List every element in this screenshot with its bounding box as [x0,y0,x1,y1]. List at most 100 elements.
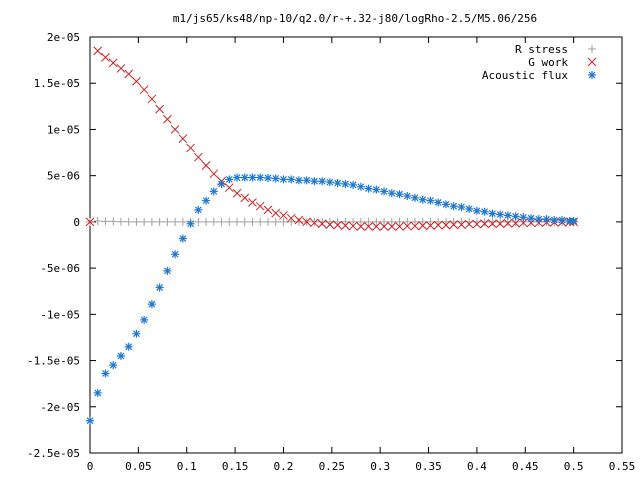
point-r-stress [209,217,218,226]
point-g-work [124,69,134,79]
point-acoustic-flux [387,189,396,198]
point-r-stress [263,217,272,226]
point-acoustic-flux [147,300,156,309]
legend-label: R stress [515,43,568,56]
point-acoustic-flux [356,182,365,191]
point-acoustic-flux [225,175,234,184]
point-acoustic-flux [93,388,102,397]
point-acoustic-flux [256,173,265,182]
point-g-work [379,222,389,231]
point-acoustic-flux [248,173,257,182]
point-r-stress [279,217,288,226]
point-g-work [495,219,505,229]
legend-marker [587,57,597,67]
point-g-work [402,221,412,231]
point-acoustic-flux [411,193,420,202]
point-g-work [441,220,451,230]
point-r-stress [194,217,203,226]
point-acoustic-flux [318,177,327,186]
point-r-stress [411,217,420,226]
point-r-stress [496,217,505,226]
point-r-stress [364,217,373,226]
point-g-work [193,152,203,162]
x-tick-label: 0.1 [177,460,197,473]
point-g-work [464,219,474,229]
y-tick-label: 5e-06 [47,170,80,183]
point-g-work [201,161,211,170]
point-acoustic-flux [333,179,342,188]
point-acoustic-flux [217,179,226,188]
point-g-work [433,220,443,230]
point-r-stress [101,217,110,226]
point-acoustic-flux [569,216,578,225]
point-g-work [317,219,327,229]
point-acoustic-flux [426,196,435,205]
point-g-work [418,221,428,230]
point-g-work [255,201,265,211]
point-r-stress [488,217,497,226]
point-acoustic-flux [558,216,567,225]
point-g-work [147,94,157,104]
point-g-work [248,198,257,207]
point-acoustic-flux [186,219,195,228]
y-tick-label: -1.5e-05 [27,355,80,368]
point-g-work [101,52,110,62]
point-acoustic-flux [310,177,319,186]
point-r-stress [140,217,149,226]
point-acoustic-flux [116,351,125,360]
point-acoustic-flux [519,213,528,222]
point-acoustic-flux [287,175,296,184]
point-r-stress [116,217,125,226]
point-r-stress [171,217,180,226]
x-tick-label: 0.3 [370,460,390,473]
point-acoustic-flux [209,187,218,196]
point-acoustic-flux [449,202,458,211]
point-r-stress [271,217,280,226]
point-acoustic-flux [395,190,404,199]
y-tick-label: -1e-05 [40,308,80,321]
point-g-work [325,220,335,230]
point-g-work [511,218,520,228]
point-r-stress [395,217,404,226]
point-g-work [178,134,188,144]
x-tick-label: 0.5 [564,460,584,473]
point-r-stress [318,217,327,226]
point-acoustic-flux [109,361,118,370]
point-g-work [503,218,513,228]
series-acoustic-flux [86,173,578,425]
point-acoustic-flux [527,214,536,223]
x-tick-label: 0.35 [415,460,442,473]
point-acoustic-flux [155,283,164,292]
point-r-stress [163,217,172,226]
point-g-work [85,217,95,227]
ticks-layer: 0 0.05 0.1 0.15 0.2 0.25 0.3 0.35 0.4 0.45 0.5 0.55… [27,31,635,473]
point-r-stress [155,217,164,226]
legend-marker [588,71,596,79]
x-tick-label: 0.55 [609,460,636,473]
point-g-work [286,213,296,223]
point-acoustic-flux [279,175,288,184]
point-acoustic-flux [263,173,272,182]
point-g-work [341,221,350,230]
point-acoustic-flux [364,184,373,193]
point-acoustic-flux [542,215,551,224]
point-g-work [310,218,319,228]
point-r-stress [124,217,133,226]
point-acoustic-flux [124,342,133,351]
point-g-work [488,219,497,229]
legend-marker [588,45,596,53]
point-r-stress [147,217,156,226]
point-r-stress [418,217,427,226]
point-r-stress [480,217,489,226]
point-g-work [449,220,459,230]
point-r-stress [240,217,249,226]
point-acoustic-flux [202,196,211,205]
point-r-stress [310,217,319,226]
point-acoustic-flux [472,206,481,215]
point-g-work [457,220,466,230]
point-acoustic-flux [480,207,489,216]
point-acoustic-flux [341,179,350,188]
point-r-stress [248,217,257,226]
